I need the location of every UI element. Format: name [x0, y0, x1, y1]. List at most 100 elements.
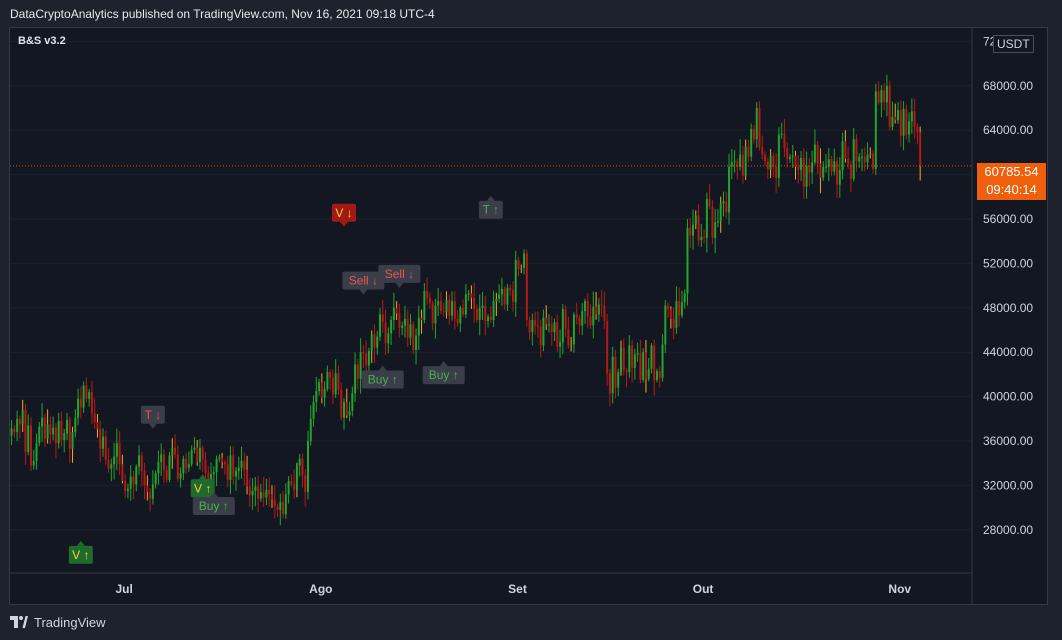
signal-label[interactable]: T ↑	[478, 195, 503, 219]
time-tick-label: Out	[693, 582, 714, 596]
candle-body	[885, 85, 888, 103]
candle-body	[46, 424, 49, 439]
price-tick-label: 40000.00	[983, 390, 1033, 404]
candle-body	[766, 161, 769, 170]
candle	[276, 503, 279, 517]
candle	[439, 291, 442, 315]
candle-body	[514, 260, 517, 303]
signal-label[interactable]: V ↓	[332, 203, 356, 227]
candle-body	[135, 466, 138, 485]
signal-label[interactable]: Buy ↑	[192, 492, 235, 516]
candle-body	[536, 325, 539, 327]
candle-body	[370, 334, 373, 352]
signal-label[interactable]: Sell ↓	[378, 264, 421, 288]
candle	[32, 449, 35, 470]
candle	[379, 307, 382, 342]
candle-body	[905, 109, 908, 135]
candle-body	[356, 364, 359, 379]
candle	[642, 348, 645, 383]
candle-body	[24, 409, 27, 453]
candle-body	[71, 432, 74, 449]
candle	[849, 160, 852, 193]
candle-body	[140, 455, 143, 471]
candle-body	[74, 417, 77, 433]
signal-annotations: V ↑ T ↓ V ↑ Buy ↑ V ↓ Sell ↓ Buy ↑ Sell ↓ Buy ↑ T…	[68, 195, 503, 564]
candle-body	[196, 447, 199, 463]
candle-body	[384, 322, 387, 344]
candle-body	[658, 371, 661, 378]
candle	[791, 145, 794, 168]
candle-body	[739, 154, 742, 167]
candle	[345, 388, 348, 419]
candle-body	[578, 317, 581, 326]
indicator-label[interactable]: B&S v3.2	[18, 35, 66, 47]
candle	[13, 425, 16, 438]
candle	[716, 208, 719, 228]
signal-label[interactable]: V ↑	[68, 540, 93, 564]
candle-body	[686, 227, 689, 294]
candle-body	[379, 314, 382, 337]
grid-lines	[10, 40, 972, 531]
candle-body	[910, 111, 913, 122]
candle-body	[475, 308, 478, 321]
candle-body	[27, 425, 30, 453]
price-chart[interactable]: 28000.00 32000.00 36000.00 40000.00 44000.00…	[10, 28, 1047, 604]
candle	[437, 288, 440, 316]
candle	[381, 299, 384, 333]
signal-label[interactable]: T ↓	[140, 405, 165, 429]
candle-body	[489, 316, 492, 321]
candle	[168, 452, 171, 483]
candle-body	[251, 490, 254, 496]
candle-body	[82, 385, 85, 408]
candle	[908, 112, 911, 143]
signal-label[interactable]: Buy ↑	[361, 365, 404, 389]
candle-body	[290, 480, 293, 485]
candle	[93, 398, 96, 429]
signal-label[interactable]: Buy ↑	[422, 361, 465, 385]
candle	[711, 200, 714, 245]
candle	[827, 147, 830, 182]
signal-label-text: T ↓	[145, 408, 161, 422]
candle-body	[129, 476, 132, 489]
candle	[628, 335, 631, 378]
price-unit-label[interactable]: USDT	[993, 35, 1034, 53]
candle-body	[747, 146, 750, 157]
candle-body	[439, 301, 442, 312]
candle	[237, 456, 240, 480]
candle-body	[561, 308, 564, 343]
candle	[913, 98, 916, 139]
signal-label[interactable]: Sell ↓	[342, 271, 385, 295]
candle-body	[168, 455, 171, 480]
signal-label[interactable]: V ↑	[190, 474, 215, 498]
candle-body	[273, 499, 276, 507]
candle-body	[722, 201, 725, 204]
candle-body	[603, 305, 606, 322]
signal-label-text: T ↑	[483, 203, 499, 217]
candle	[284, 483, 287, 519]
candle-body	[844, 141, 847, 160]
candle-body	[860, 156, 863, 158]
candle	[542, 309, 545, 352]
candle-body	[758, 108, 761, 147]
candle	[376, 330, 379, 355]
candle	[409, 314, 412, 346]
candle	[506, 283, 509, 312]
candle-body	[808, 165, 811, 173]
candle-body	[331, 377, 334, 395]
candle	[121, 454, 124, 484]
footer-brand[interactable]: TradingView	[34, 614, 106, 630]
candle	[633, 349, 636, 380]
candle	[24, 403, 27, 465]
candle	[606, 313, 609, 387]
candle	[445, 291, 448, 319]
candle-body	[13, 428, 16, 433]
candle	[99, 420, 102, 463]
candle-body	[193, 447, 196, 450]
candle-body	[872, 153, 875, 170]
candle-body	[692, 224, 695, 236]
candle-body	[229, 455, 232, 480]
candle	[398, 303, 401, 338]
candle-body	[669, 308, 672, 319]
candle-body	[636, 353, 639, 355]
candle-body	[179, 473, 182, 479]
